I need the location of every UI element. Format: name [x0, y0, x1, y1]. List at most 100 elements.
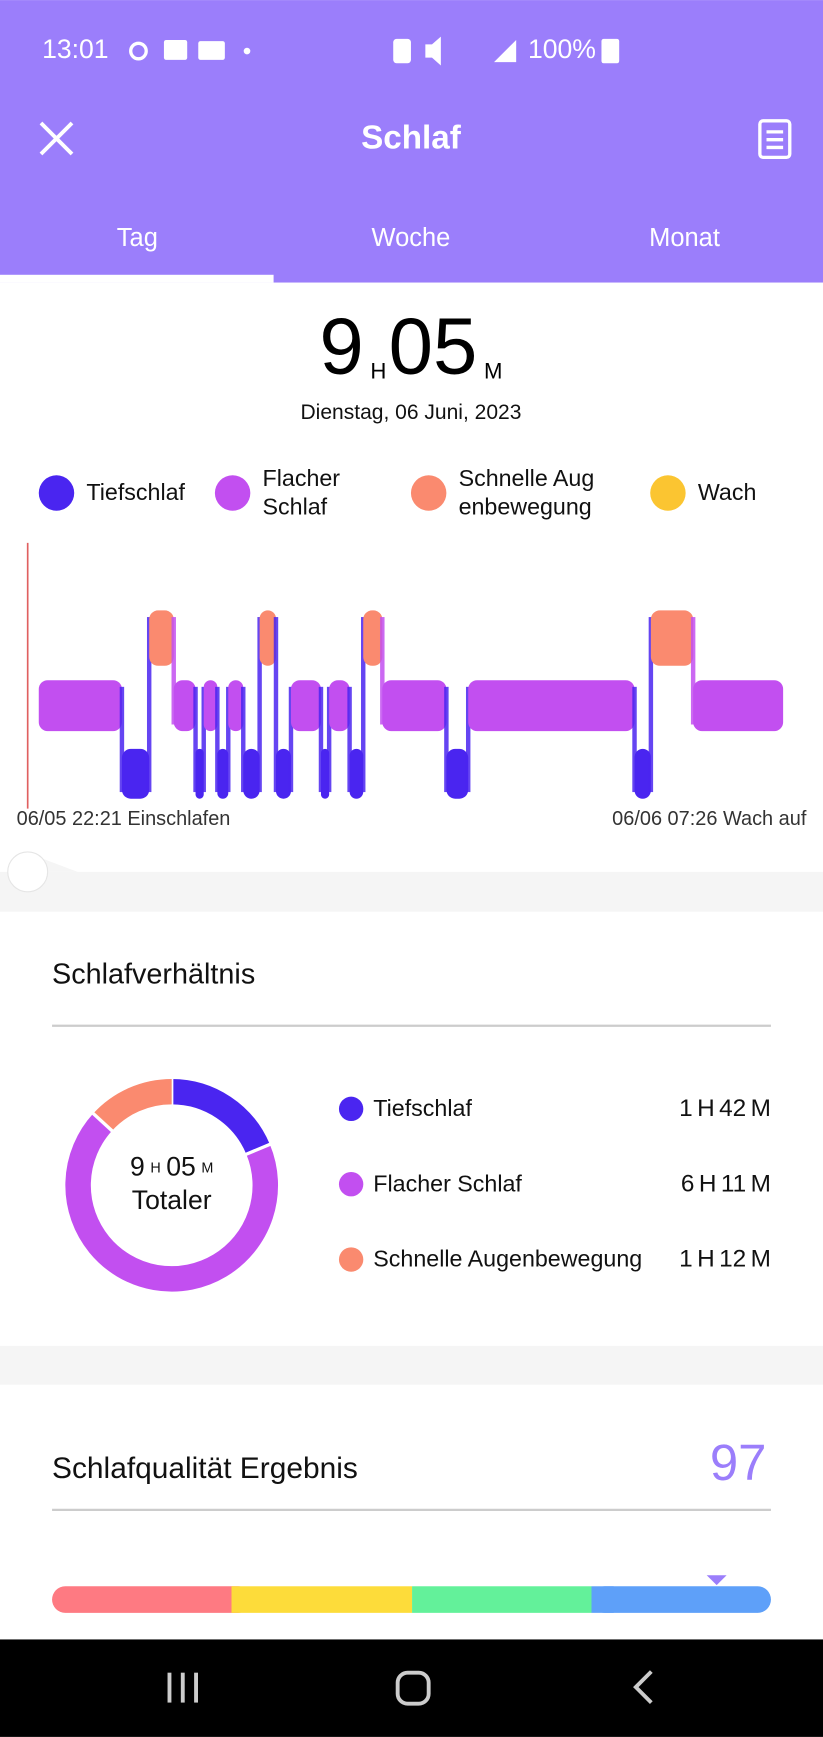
tab[interactable]: Monat	[649, 224, 720, 252]
sleep-segment	[634, 748, 651, 799]
sleep-segment	[693, 680, 784, 732]
sleep-segment	[290, 680, 321, 732]
date: Dienstag, 06 Juni, 2023	[300, 401, 521, 424]
stage-transition	[347, 686, 352, 793]
sleep-segment	[173, 680, 196, 732]
ratio-name: Schnelle Augenbewegung	[373, 1246, 642, 1272]
stage-transition	[648, 617, 654, 793]
stage-transition	[257, 617, 262, 793]
ratio-name: Tiefschlaf	[373, 1095, 472, 1121]
status-icons	[129, 36, 517, 66]
donut-segment	[93, 1078, 173, 1132]
sleep-segment	[203, 680, 218, 732]
sleep-segment	[217, 748, 229, 799]
tab[interactable]: Woche	[372, 224, 451, 252]
ratio-value-part: 1	[679, 1246, 693, 1273]
slider-knob[interactable]	[7, 851, 49, 893]
ratio-value-part: M	[751, 1246, 771, 1273]
stage-transition	[241, 686, 246, 793]
donut-gap	[244, 1142, 272, 1157]
ratio-value-part: 11	[721, 1171, 746, 1198]
stage-transition	[193, 686, 198, 793]
quality-bar	[52, 1586, 771, 1613]
sleep-segment	[382, 680, 447, 732]
legend-label: enbewegung	[459, 494, 592, 520]
stage-transition	[444, 686, 449, 793]
sleep-segment	[349, 748, 364, 799]
ratio-value-part: H	[699, 1171, 717, 1198]
screen-title: Schlaf	[361, 119, 462, 156]
total-sleep: 9 H05 M	[319, 301, 502, 390]
legend-label: Wach	[698, 479, 757, 505]
legend-label: Tiefschlaf	[86, 479, 185, 505]
ratio-value-part: M	[751, 1171, 771, 1198]
sleep-segment	[228, 680, 244, 732]
stage-transition	[318, 686, 324, 793]
nav-bar	[0, 1639, 823, 1737]
quality-score: 97	[710, 1434, 767, 1491]
stage-transition	[273, 617, 279, 793]
ratio-value-part: M	[751, 1095, 771, 1122]
legend-dot	[214, 475, 251, 511]
sleep-segment	[259, 610, 276, 666]
sleep-segment	[149, 610, 174, 666]
app-header-bg	[0, 0, 823, 283]
quality-title: Schlafqualität Ergebnis	[52, 1452, 358, 1485]
ratio-dot	[338, 1172, 364, 1197]
start-label: 06/05 22:21 Einschlafen	[17, 808, 231, 830]
ratio-value-part: 6	[681, 1171, 695, 1198]
divider	[0, 1345, 823, 1385]
stage-transition	[226, 686, 231, 793]
ratio-value-part: H	[697, 1246, 715, 1273]
ratio-value-part: 42	[719, 1095, 746, 1122]
close-button[interactable]	[39, 121, 74, 156]
battery-icon	[601, 38, 620, 64]
legend-dot	[650, 475, 686, 511]
donut-segment	[171, 1078, 270, 1155]
ratio-value-part: 1	[679, 1095, 693, 1122]
legend-label: Flacher	[263, 465, 341, 491]
stage-transition	[690, 617, 696, 725]
stage-transition	[361, 617, 366, 793]
legend-dot	[38, 475, 75, 511]
ratio-value-part: H	[697, 1095, 715, 1122]
donut-segment	[65, 1113, 278, 1292]
tab[interactable]: Tag	[117, 224, 158, 252]
sleep-segment	[329, 680, 350, 732]
ratio-value: 6 H 11 M	[681, 1171, 771, 1198]
sleep-segment	[363, 610, 383, 666]
sleep-segment	[243, 748, 260, 799]
divider	[0, 871, 823, 912]
stage-transition	[146, 617, 152, 793]
ratio-dot	[338, 1247, 364, 1272]
stage-transition	[288, 686, 294, 793]
status-battery: 100%	[528, 34, 596, 64]
legend-label: Schlaf	[263, 494, 328, 520]
sleep-segment	[650, 610, 694, 666]
ratio-dot	[338, 1096, 364, 1122]
legend-dot	[410, 475, 447, 511]
stage-transition	[380, 617, 385, 725]
report-button[interactable]	[758, 119, 792, 160]
nav-buttons[interactable]	[167, 1670, 653, 1706]
stage-transition	[215, 686, 220, 793]
sleep-segment	[446, 748, 469, 799]
sleep-segment	[121, 748, 150, 799]
score-marker	[706, 1575, 727, 1586]
ratio-value: 1 H 12 M	[679, 1246, 771, 1273]
ratio-name: Flacher Schlaf	[373, 1170, 522, 1196]
sleep-segment	[275, 748, 291, 799]
stage-transition	[119, 686, 125, 793]
sleep-segment	[468, 680, 635, 732]
donut-label: Totaler	[132, 1185, 212, 1215]
stage-transition	[201, 686, 206, 793]
ratio-value: 1 H 42 M	[679, 1095, 771, 1122]
active-tab-indicator	[0, 274, 274, 283]
stage-transition	[326, 686, 332, 793]
sleep-segment	[38, 680, 122, 732]
end-label: 06/06 07:26 Wach auf	[612, 808, 807, 830]
donut-gap	[91, 1111, 114, 1133]
donut-total: 9 H 05 M	[130, 1152, 213, 1182]
